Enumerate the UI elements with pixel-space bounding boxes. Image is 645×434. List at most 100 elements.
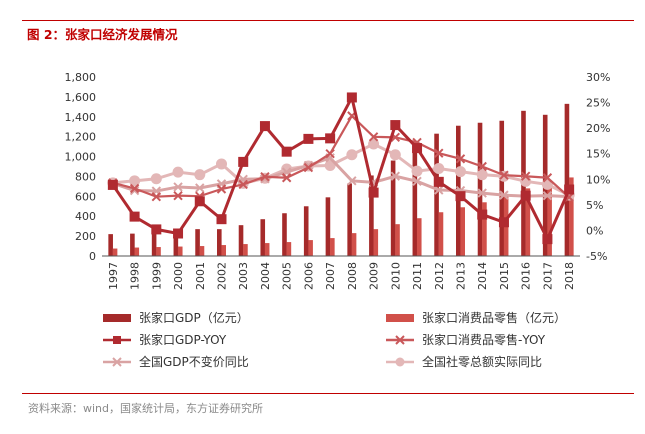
legend-retail-bar: 张家口消费品零售（亿元）	[386, 310, 566, 325]
national-gdp-yoy-point	[390, 171, 401, 181]
national-gdp-yoy-point	[434, 185, 444, 195]
gdp-yoy-point	[390, 120, 401, 131]
y-left-tick-label: 1,600	[65, 91, 97, 104]
x-tick-label: 2016	[520, 262, 533, 290]
y-left-tick-label: 1,200	[65, 131, 97, 144]
retail-bar	[177, 246, 183, 256]
y-right-tick-label: 20%	[586, 122, 610, 135]
retail-yoy-point	[216, 184, 227, 194]
national-retail-yoy-point	[476, 169, 488, 181]
source-note: 资料来源：wind，国家统计局，东方证券研究所	[28, 402, 264, 415]
retail-yoy-point	[477, 161, 487, 172]
retail-bar	[112, 248, 118, 256]
national-gdp-yoy-point	[542, 190, 553, 201]
x-tick-label: 2001	[194, 262, 207, 290]
retail-bar	[351, 233, 357, 256]
national-gdp-yoy-point	[412, 176, 422, 187]
gdp-bar	[303, 206, 309, 256]
gdp-bar	[151, 232, 157, 256]
x-tick-label: 2002	[216, 262, 229, 290]
retail-bar	[373, 229, 379, 256]
x-tick-label: 2003	[237, 262, 250, 290]
national-retail-yoy-point	[411, 165, 423, 177]
gdp-yoy-point	[107, 179, 118, 190]
legend-gdp-bar-label: 张家口GDP（亿元）	[139, 310, 249, 325]
gdp-yoy-point	[216, 214, 227, 225]
y-right-tick-label: -5%	[586, 250, 607, 263]
retail-yoy-point	[520, 171, 531, 181]
national-gdp-yoy-point	[195, 183, 205, 193]
gdp-bar	[564, 103, 570, 256]
legend-retail-bar-swatch	[386, 314, 414, 322]
gdp-yoy-point	[238, 156, 249, 167]
retail-yoy-point	[238, 179, 248, 190]
gdp-bar	[195, 229, 200, 256]
y-right-tick-label: 0%	[586, 224, 603, 237]
national-retail-yoy-point	[368, 138, 380, 150]
gdp-yoy-point	[455, 191, 466, 202]
gdp-yoy-point	[259, 121, 270, 132]
legend-retail-yoy: 张家口消费品零售-YOY	[386, 332, 546, 347]
gdp-yoy-point	[412, 143, 423, 154]
x-tick-label: 2013	[455, 262, 468, 290]
gdp-yoy-point	[303, 133, 314, 144]
gdp-yoy-point	[281, 146, 292, 157]
y-left-tick-label: 1,800	[65, 71, 97, 84]
gdp-bar	[412, 142, 418, 256]
gdp-yoy-point	[433, 176, 444, 187]
retail-bar	[547, 181, 552, 256]
retail-yoy-point	[455, 154, 466, 164]
national-gdp-yoy-point	[347, 176, 357, 186]
retail-bar	[482, 202, 487, 256]
gdp-bar	[347, 183, 352, 256]
legend-gdp-yoy-marker	[113, 336, 121, 344]
national-gdp-yoy-line	[112, 156, 570, 199]
legend-national-retail-marker	[395, 357, 405, 367]
national-retail-yoy-point	[129, 175, 141, 187]
gdp-bar	[434, 133, 439, 256]
retail-yoy-line	[112, 114, 570, 199]
gdp-bar	[260, 219, 266, 256]
x-tick-label: 2008	[346, 262, 359, 290]
retail-yoy-point	[303, 162, 314, 173]
retail-yoy-point	[542, 173, 553, 183]
national-retail-yoy-point	[216, 158, 227, 170]
gdp-yoy-point	[346, 92, 357, 103]
x-tick-label: 2018	[563, 262, 576, 290]
retail-bar	[199, 246, 205, 256]
retail-bar	[438, 212, 444, 256]
y-left-tick-label: 400	[75, 210, 96, 223]
retail-yoy-point	[151, 191, 162, 202]
national-retail-yoy-point	[194, 169, 206, 181]
y-axis-left-ticks: 0 200 400 600 800 1,000 1,200 1,400 1,600 1,800	[65, 71, 97, 263]
line-layer	[107, 92, 575, 245]
retail-bar	[395, 224, 400, 256]
x-tick-label: 2004	[259, 262, 272, 290]
retail-bar	[243, 244, 248, 256]
national-retail-yoy-point	[150, 173, 162, 185]
y-left-tick-label: 800	[75, 170, 96, 183]
gdp-bar	[325, 197, 331, 256]
y-right-tick-label: 10%	[586, 173, 610, 186]
retail-yoy-point	[368, 132, 379, 142]
x-tick-label: 1998	[129, 262, 142, 290]
legend-national-gdp: 全国GDP不变价同比	[103, 354, 249, 369]
y-right-tick-label: 5%	[586, 199, 603, 212]
retail-bar	[134, 247, 140, 256]
y-left-tick-label: 200	[75, 230, 96, 243]
retail-bar	[264, 243, 270, 256]
x-tick-label: 1999	[150, 262, 163, 290]
legend-gdp-bar: 张家口GDP（亿元）	[103, 310, 249, 325]
gdp-bar	[173, 230, 179, 256]
gdp-yoy-point	[368, 187, 379, 198]
gdp-bar	[130, 233, 135, 256]
x-tick-label: 2010	[389, 262, 402, 290]
gdp-yoy-point	[477, 209, 488, 220]
gdp-yoy-point	[498, 217, 509, 228]
title-rule	[22, 20, 634, 21]
gdp-bar	[217, 229, 222, 256]
retail-yoy-point	[129, 183, 140, 194]
retail-bar	[221, 245, 226, 256]
national-gdp-yoy-point	[499, 190, 509, 200]
